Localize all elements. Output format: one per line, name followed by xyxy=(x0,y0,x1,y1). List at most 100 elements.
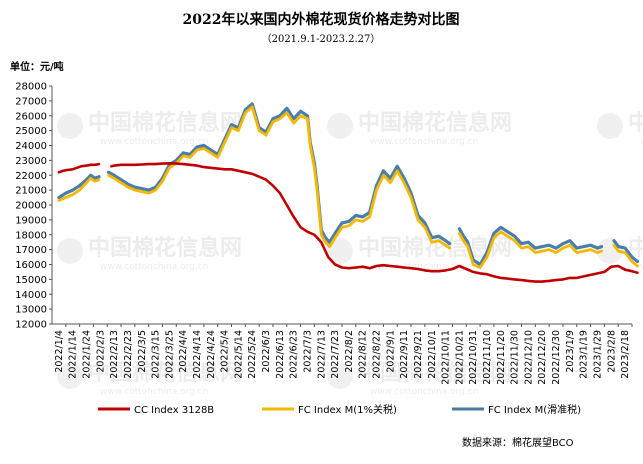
y-tick-label: 14000 xyxy=(15,290,47,301)
y-tick-label: 24000 xyxy=(15,141,47,152)
watermark-url: www.cottonchina.org.cn xyxy=(370,137,478,147)
x-tick-label: 2022/5/4 xyxy=(220,330,231,373)
watermark-url: www.cottonchina.org.cn xyxy=(100,387,208,397)
y-tick-label: 17000 xyxy=(15,245,47,256)
watermark-logo-icon xyxy=(327,363,353,389)
series-line-2-segment-0 xyxy=(57,173,101,200)
legend-label-fc-index-sliding: FC Index M(滑准税) xyxy=(488,403,581,416)
x-tick-label: 2022/9/11 xyxy=(399,330,410,379)
y-tick-label: 23000 xyxy=(15,156,47,167)
x-tick-label: 2022/2/23 xyxy=(123,330,134,379)
x-tick-label: 2022/6/3 xyxy=(261,330,272,373)
x-tick-label: 2022/9/21 xyxy=(413,330,424,379)
y-tick-label: 28000 xyxy=(15,82,47,93)
x-tick-label: 2022/6/23 xyxy=(289,330,300,379)
series-line-1-segment-1 xyxy=(107,105,452,250)
series-layer xyxy=(57,102,640,283)
legend-label-cc-index: CC Index 3128B xyxy=(134,405,214,416)
x-tick-label: 2022/10/21 xyxy=(454,330,465,385)
x-tick-label: 2022/12/10 xyxy=(523,330,534,385)
watermark-url: www.cottonchina.org.cn xyxy=(100,137,208,147)
watermark-text: 中国棉花信息网 xyxy=(628,110,643,136)
x-tick-label: 2023/1/9 xyxy=(565,330,576,373)
y-axis-unit-label: 单位：元/吨 xyxy=(10,60,64,73)
x-tick-label: 2022/3/25 xyxy=(164,330,175,379)
x-tick-label: 2022/7/13 xyxy=(316,330,327,379)
y-tick-label: 18000 xyxy=(15,230,47,241)
x-tick-label: 2022/3/15 xyxy=(151,330,162,379)
x-tick-label: 2022/1/14 xyxy=(68,330,79,379)
y-tick-label: 26000 xyxy=(15,111,47,122)
y-tick-label: 13000 xyxy=(15,305,47,316)
x-tick-label: 2022/2/3 xyxy=(95,330,106,373)
chart-subtitle: （2021.9.1-2023.2.27） xyxy=(262,33,381,45)
x-tick-label: 2022/4/14 xyxy=(192,330,203,379)
x-tick-label: 2022/2/13 xyxy=(109,330,120,379)
y-tick-label: 16000 xyxy=(15,260,47,271)
watermark-url: www.cottonchina.org.cn xyxy=(100,262,208,272)
watermark-logo-icon xyxy=(57,363,83,389)
series-line-2-segment-3 xyxy=(612,239,640,264)
watermark-text: 中国棉花信息网 xyxy=(358,360,512,386)
series-line-1-segment-0 xyxy=(57,176,101,202)
x-tick-label: 2022/6/13 xyxy=(275,330,286,379)
watermark-url: www.cottonchina.org.cn xyxy=(370,387,478,397)
x-tick-label: 2022/12/30 xyxy=(551,330,562,385)
x-tick-label: 2023/2/8 xyxy=(606,330,617,373)
legend-label-fc-index-1pct: FC Index M(1%关税) xyxy=(298,403,397,416)
x-tick-label: 2022/7/23 xyxy=(330,330,341,379)
x-tick-label: 2022/7/3 xyxy=(302,330,313,373)
x-tick-label: 2023/1/19 xyxy=(579,330,590,379)
watermark-logo-icon xyxy=(327,238,353,264)
x-tick-label: 2022/4/4 xyxy=(178,330,189,373)
y-tick-label: 27000 xyxy=(15,96,47,107)
data-source: 数据来源：棉花展望BCO xyxy=(462,436,574,449)
watermark-url: www.cottonchina.org.cn xyxy=(370,262,478,272)
x-tick-label: 2022/10/31 xyxy=(468,330,479,385)
x-tick-label: 2022/10/11 xyxy=(441,330,452,385)
x-axis-ticks: 2022/1/4 2022/1/14 2022/1/24 2022/2/3 2022/2… xyxy=(54,324,633,385)
x-tick-label: 2022/11/20 xyxy=(496,330,507,385)
x-tick-label: 2022/8/2 xyxy=(344,330,355,373)
y-tick-label: 19000 xyxy=(15,215,47,226)
x-tick-label: 2022/1/4 xyxy=(54,330,65,373)
series-line-0-segment-1 xyxy=(110,162,639,283)
series-line-2-segment-2 xyxy=(457,225,604,267)
x-tick-label: 2022/8/22 xyxy=(372,330,383,379)
x-tick-label: 2023/1/29 xyxy=(592,330,603,379)
series-line-0-segment-0 xyxy=(57,162,101,174)
x-tick-label: 2022/11/10 xyxy=(482,330,493,385)
watermark-logo-icon xyxy=(597,113,623,139)
y-tick-label: 20000 xyxy=(15,201,47,212)
x-tick-label: 2022/1/24 xyxy=(82,330,93,379)
y-tick-label: 25000 xyxy=(15,126,47,137)
watermark-logo-icon xyxy=(327,113,353,139)
y-tick-label: 12000 xyxy=(15,320,47,331)
x-tick-label: 2022/8/12 xyxy=(358,330,369,379)
x-tick-label: 2022/10/1 xyxy=(427,330,438,379)
x-tick-label: 2022/12/20 xyxy=(537,330,548,385)
x-tick-label: 2022/4/24 xyxy=(206,330,217,379)
x-tick-label: 2022/3/5 xyxy=(137,330,148,373)
watermark-url: www.cottonchina.org.cn xyxy=(640,262,643,272)
watermark-text: 中国棉花信息网 xyxy=(88,110,242,136)
watermark-text: 中国棉花信息网 xyxy=(88,235,242,261)
series-line-1-segment-3 xyxy=(612,243,639,268)
legend: CC Index 3128B FC Index M(1%关税) FC Index… xyxy=(98,403,581,416)
x-tick-label: 2022/9/1 xyxy=(385,330,396,373)
watermark-logo-icon xyxy=(57,238,83,264)
x-tick-label: 2023/2/18 xyxy=(620,330,631,379)
y-tick-label: 21000 xyxy=(15,186,47,197)
x-tick-label: 2022/11/30 xyxy=(510,330,521,385)
y-tick-label: 22000 xyxy=(15,171,47,182)
watermark-logo-icon xyxy=(57,113,83,139)
watermark: 中国棉花信息网www.cottonchina.org.cn中国棉花信息网www.… xyxy=(57,110,643,397)
y-axis-ticks: 12000 13000 14000 15000 16000 17000 18000 19000… xyxy=(15,82,52,331)
watermark-url: www.cottonchina.org.cn xyxy=(640,137,643,147)
series-line-1-segment-2 xyxy=(458,230,603,269)
x-tick-label: 2022/5/24 xyxy=(247,330,258,379)
y-tick-label: 15000 xyxy=(15,275,47,286)
watermark-text: 中国棉花信息网 xyxy=(88,360,242,386)
watermark-text: 中国棉花信息网 xyxy=(358,110,512,136)
